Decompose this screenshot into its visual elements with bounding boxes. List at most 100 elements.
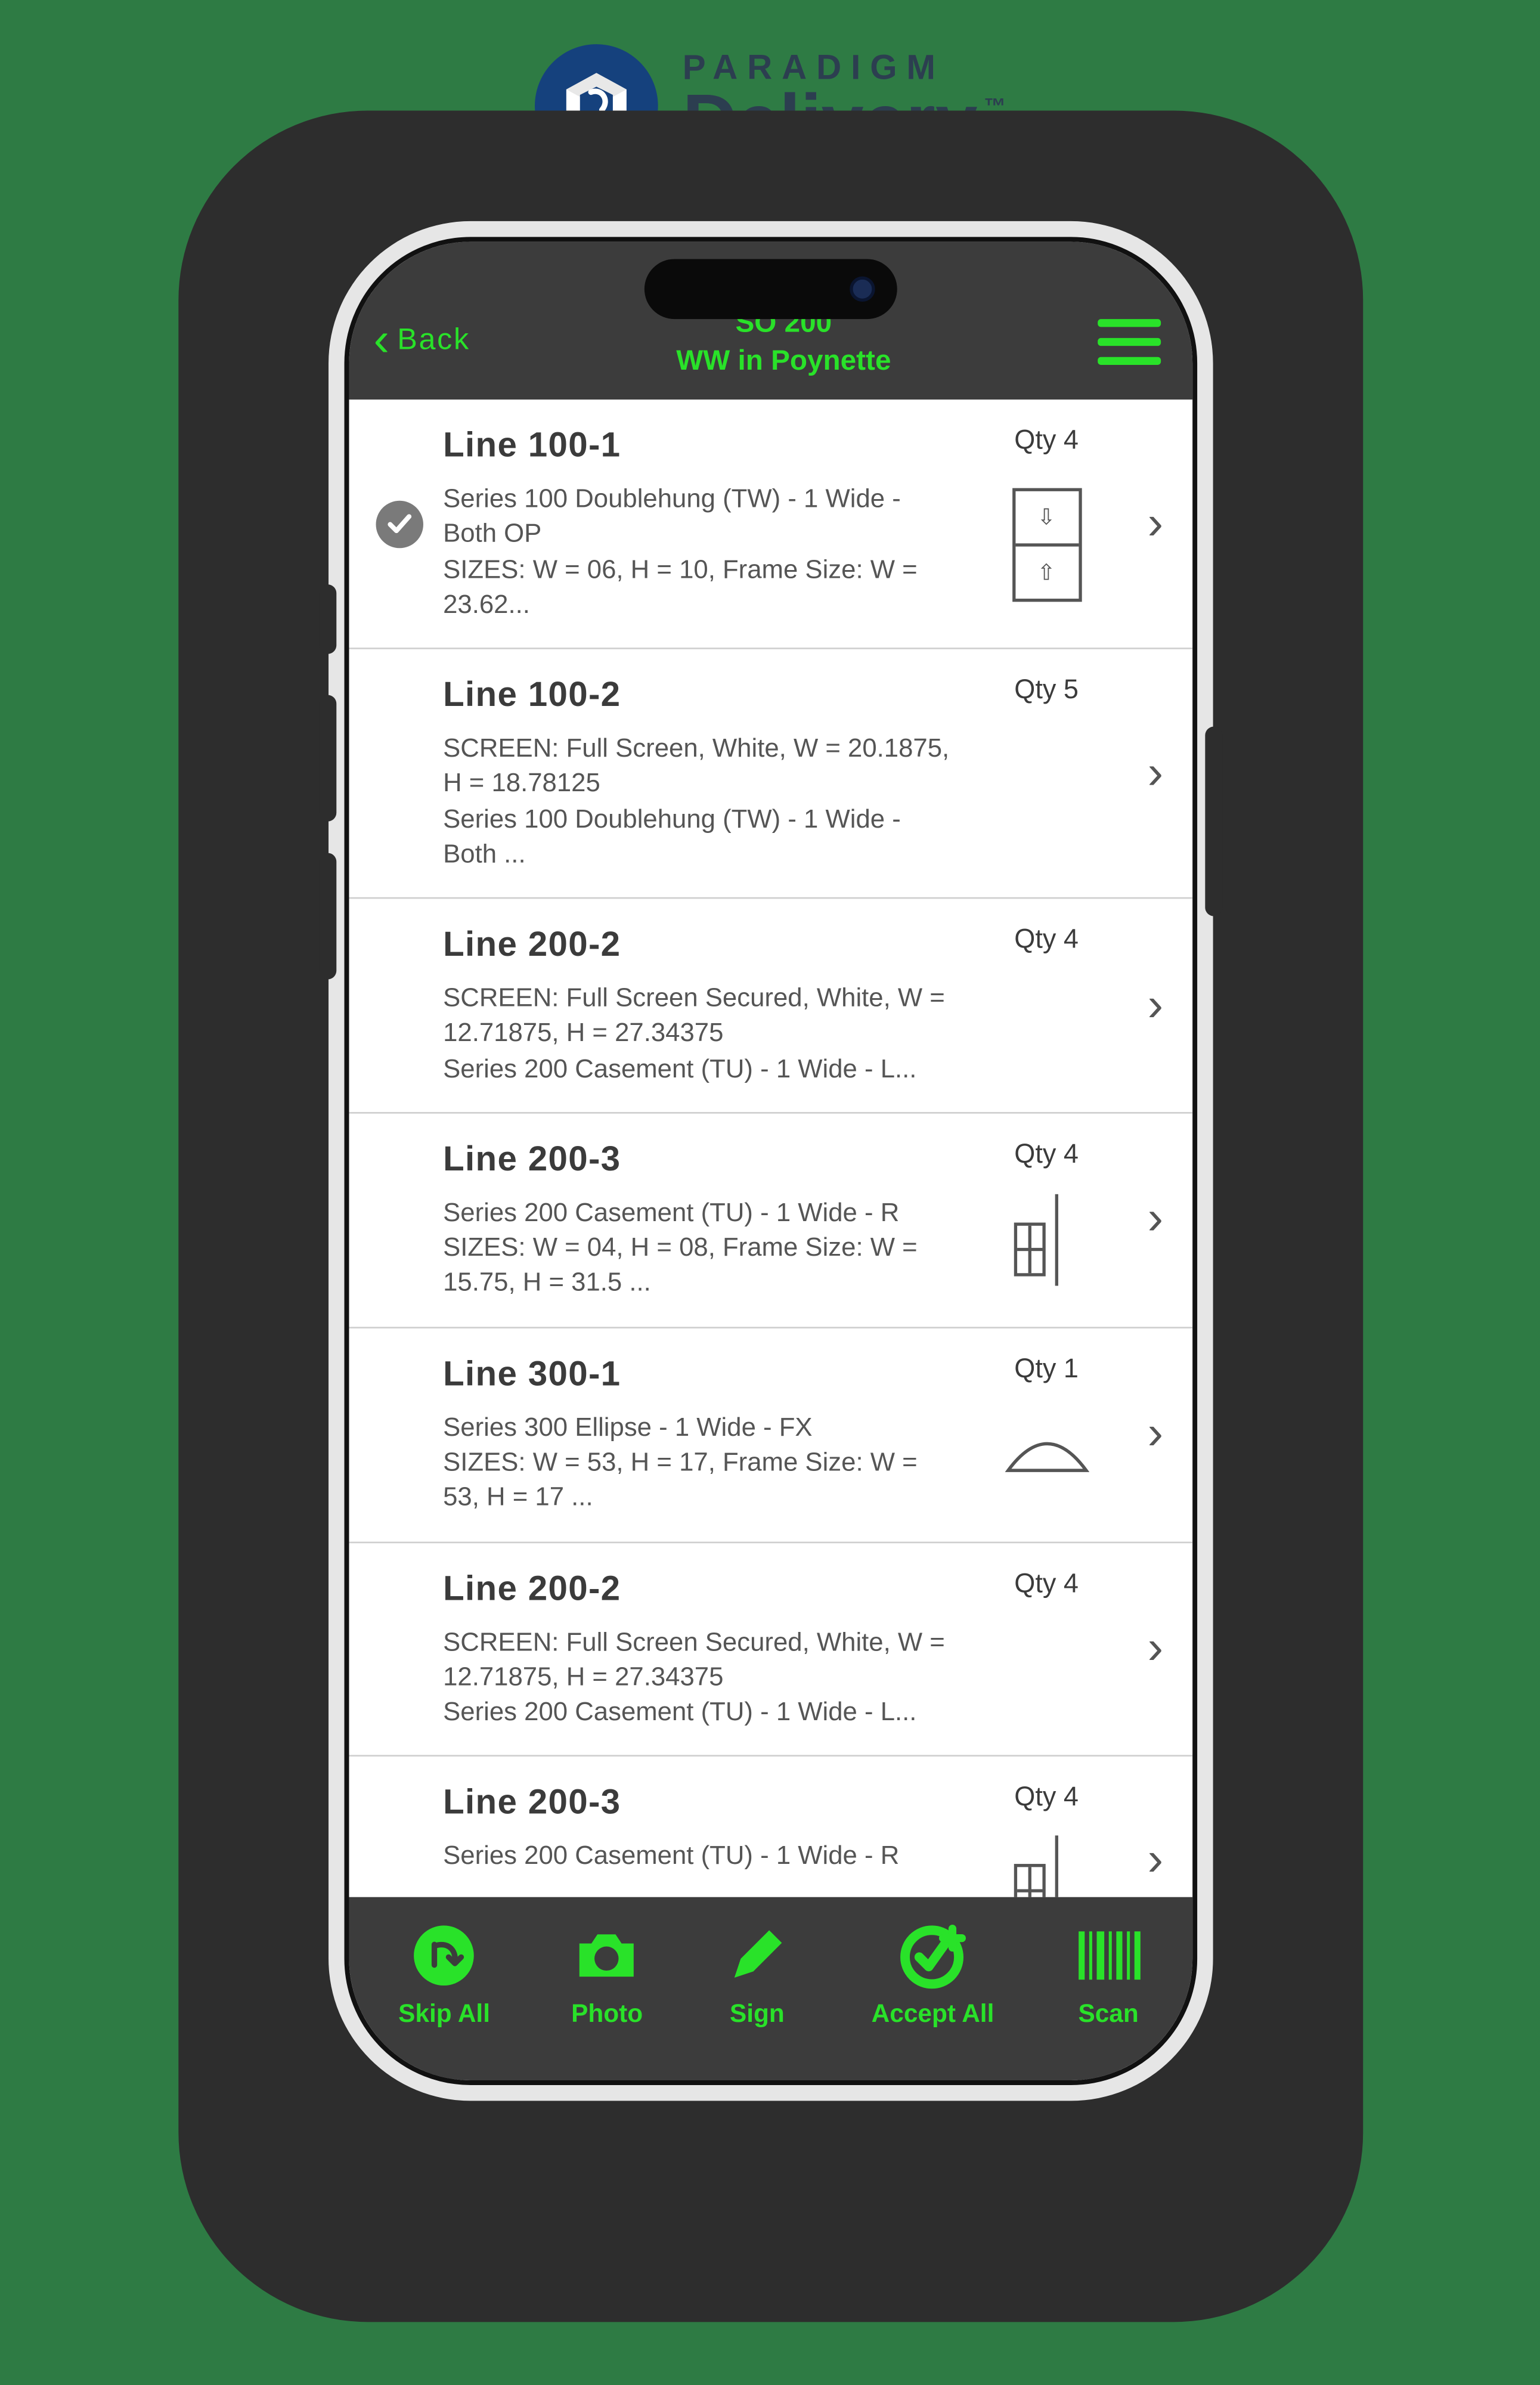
skip-all-button[interactable]: Skip All bbox=[398, 1922, 490, 2030]
row-right: Qty 4 bbox=[971, 1568, 1122, 1730]
pencil-icon bbox=[724, 1922, 790, 1988]
line-qty: Qty 4 bbox=[1014, 1139, 1079, 1170]
line-title: Line 200-2 bbox=[443, 924, 955, 965]
brand-top-text: PARADIGM bbox=[683, 51, 1006, 85]
phone-side-button bbox=[318, 853, 336, 980]
accept-all-icon bbox=[900, 1922, 966, 1988]
line-qty: Qty 1 bbox=[1014, 1353, 1079, 1385]
back-button[interactable]: ‹ Back bbox=[374, 324, 470, 358]
skip-all-icon bbox=[411, 1922, 477, 1988]
row-check-column bbox=[370, 1782, 427, 1897]
row-check-column bbox=[370, 1353, 427, 1516]
row-disclosure[interactable]: › bbox=[1138, 425, 1173, 622]
chevron-right-icon: › bbox=[1148, 1833, 1163, 1887]
row-right: Qty 4 bbox=[971, 1139, 1122, 1301]
line-desc: Series 100 Doublehung (TW) - 1 Wide - Bo… bbox=[443, 482, 955, 622]
line-row[interactable]: Line 300-1 Series 300 Ellipse - 1 Wide -… bbox=[348, 1328, 1192, 1542]
row-main: Line 100-1 Series 100 Doublehung (TW) - … bbox=[443, 425, 955, 622]
row-right: Qty 4 bbox=[971, 924, 1122, 1086]
row-main: Line 300-1 Series 300 Ellipse - 1 Wide -… bbox=[443, 1353, 955, 1516]
checkmark-icon bbox=[375, 500, 422, 547]
chevron-left-icon: ‹ bbox=[374, 327, 391, 355]
phone-outer-case: ‹ Back SO 200 WW in Poynette bbox=[178, 110, 1362, 2322]
row-right: Qty 4 ⇩⇧ bbox=[971, 425, 1122, 622]
row-main: Line 200-2 SCREEN: Full Screen Secured, … bbox=[443, 924, 955, 1086]
line-title: Line 100-1 bbox=[443, 425, 955, 466]
bottom-toolbar: Skip All Photo bbox=[348, 1897, 1192, 2080]
row-main: Line 200-2 SCREEN: Full Screen Secured, … bbox=[443, 1568, 955, 1730]
line-row[interactable]: Line 100-2 SCREEN: Full Screen, White, W… bbox=[348, 649, 1192, 899]
row-disclosure[interactable]: › bbox=[1138, 1139, 1173, 1301]
line-thumbnail-icon bbox=[1002, 1394, 1090, 1515]
scan-button[interactable]: Scan bbox=[1075, 1922, 1141, 2030]
line-title: Line 100-2 bbox=[443, 674, 955, 715]
chevron-right-icon: › bbox=[1148, 497, 1163, 550]
row-check-column bbox=[370, 1568, 427, 1730]
photo-button[interactable]: Photo bbox=[571, 1922, 643, 2030]
hamburger-icon bbox=[1097, 318, 1160, 326]
phone-screen: ‹ Back SO 200 WW in Poynette bbox=[343, 237, 1197, 2085]
camera-icon bbox=[574, 1922, 640, 1988]
row-right: Qty 5 bbox=[971, 674, 1122, 872]
line-list[interactable]: Line 100-1 Series 100 Doublehung (TW) - … bbox=[348, 399, 1192, 1897]
chevron-right-icon: › bbox=[1148, 1622, 1163, 1675]
line-row[interactable]: Line 200-2 SCREEN: Full Screen Secured, … bbox=[348, 899, 1192, 1114]
chevron-right-icon: › bbox=[1148, 1408, 1163, 1461]
line-qty: Qty 4 bbox=[1014, 1568, 1079, 1599]
line-row[interactable]: Line 100-1 Series 100 Doublehung (TW) - … bbox=[348, 399, 1192, 649]
phone-body: ‹ Back SO 200 WW in Poynette bbox=[328, 221, 1213, 2101]
line-desc: SCREEN: Full Screen Secured, White, W = … bbox=[443, 1625, 955, 1730]
line-desc: SCREEN: Full Screen, White, W = 20.1875,… bbox=[443, 732, 955, 872]
line-row[interactable]: Line 200-3 Series 200 Casement (TU) - 1 … bbox=[348, 1113, 1192, 1328]
barcode-icon bbox=[1075, 1922, 1141, 1988]
sign-label: Sign bbox=[730, 2002, 785, 2030]
row-disclosure[interactable]: › bbox=[1138, 674, 1173, 872]
line-desc: Series 200 Casement (TU) - 1 Wide - R SI… bbox=[443, 1195, 955, 1301]
line-row[interactable]: Line 200-2 SCREEN: Full Screen Secured, … bbox=[348, 1542, 1192, 1757]
line-row[interactable]: Line 200-3 Series 200 Casement (TU) - 1 … bbox=[348, 1757, 1192, 1897]
row-disclosure[interactable]: › bbox=[1138, 1568, 1173, 1730]
line-thumbnail-icon: ⇩⇧ bbox=[1002, 466, 1090, 622]
phone-side-button bbox=[318, 584, 336, 654]
line-thumbnail-icon bbox=[1002, 1823, 1090, 1897]
line-desc: Series 300 Ellipse - 1 Wide - FX SIZES: … bbox=[443, 1410, 955, 1516]
back-label: Back bbox=[397, 324, 470, 358]
photo-label: Photo bbox=[571, 2002, 643, 2030]
menu-button[interactable] bbox=[1097, 318, 1160, 364]
phone-camera-icon bbox=[849, 277, 874, 302]
accept-all-button[interactable]: Accept All bbox=[872, 1922, 994, 2030]
sign-button[interactable]: Sign bbox=[724, 1922, 790, 2030]
row-main: Line 100-2 SCREEN: Full Screen, White, W… bbox=[443, 674, 955, 872]
chevron-right-icon: › bbox=[1148, 1193, 1163, 1247]
line-qty: Qty 5 bbox=[1014, 674, 1079, 706]
row-disclosure[interactable]: › bbox=[1138, 1353, 1173, 1516]
line-title: Line 200-3 bbox=[443, 1782, 955, 1823]
phone-side-button bbox=[1204, 727, 1222, 916]
line-qty: Qty 4 bbox=[1014, 924, 1079, 956]
row-check-column bbox=[370, 1139, 427, 1301]
row-check-column bbox=[370, 924, 427, 1086]
line-qty: Qty 4 bbox=[1014, 1782, 1079, 1814]
row-check-column bbox=[370, 425, 427, 622]
phone-side-button bbox=[318, 695, 336, 822]
phone-notch bbox=[644, 259, 897, 319]
row-right: Qty 4 bbox=[971, 1782, 1122, 1897]
line-title: Line 300-1 bbox=[443, 1353, 955, 1395]
header-title-line2: WW in Poynette bbox=[676, 341, 891, 379]
chevron-right-icon: › bbox=[1148, 978, 1163, 1032]
line-title: Line 200-3 bbox=[443, 1139, 955, 1180]
line-thumbnail-icon bbox=[1002, 1180, 1090, 1301]
line-desc: Series 200 Casement (TU) - 1 Wide - R bbox=[443, 1839, 955, 1874]
row-main: Line 200-3 Series 200 Casement (TU) - 1 … bbox=[443, 1782, 955, 1897]
line-thumbnail-icon bbox=[1002, 965, 1090, 1086]
line-thumbnail-icon bbox=[1002, 1609, 1090, 1730]
chevron-right-icon: › bbox=[1148, 747, 1163, 800]
accept-all-label: Accept All bbox=[872, 2002, 994, 2030]
line-title: Line 200-2 bbox=[443, 1568, 955, 1609]
row-disclosure[interactable]: › bbox=[1138, 924, 1173, 1086]
line-desc: SCREEN: Full Screen Secured, White, W = … bbox=[443, 981, 955, 1086]
line-thumbnail-icon bbox=[1002, 715, 1090, 872]
row-right: Qty 1 bbox=[971, 1353, 1122, 1516]
row-disclosure[interactable]: › bbox=[1138, 1782, 1173, 1897]
skip-all-label: Skip All bbox=[398, 2002, 490, 2030]
